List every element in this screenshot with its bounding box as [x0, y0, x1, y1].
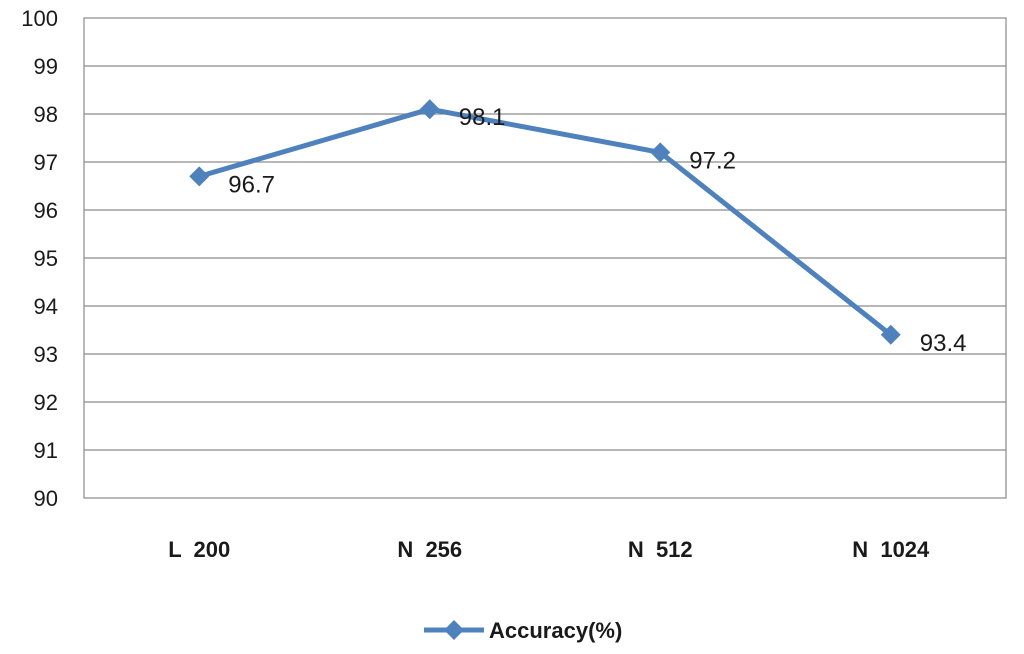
y-tick-label: 94 [34, 294, 58, 319]
x-tick-label: L 200 [168, 537, 230, 562]
y-tick-label: 95 [34, 246, 58, 271]
y-tick-label: 93 [34, 342, 58, 367]
y-tick-label: 92 [34, 390, 58, 415]
y-tick-label: 97 [34, 150, 58, 175]
data-point-marker [189, 166, 210, 187]
legend-entry: Accuracy(%) [489, 618, 622, 643]
data-point-marker [419, 99, 440, 120]
series [189, 99, 901, 345]
y-tick-label: 90 [34, 486, 58, 511]
data-label: 98.1 [459, 104, 506, 131]
gridlines [84, 65, 1006, 451]
y-tick-label: 100 [21, 6, 58, 31]
y-axis: 90 91 92 93 94 95 96 97 98 99 100 [21, 6, 58, 511]
data-label: 97.2 [689, 147, 736, 174]
legend: Accuracy(%) [424, 618, 622, 643]
data-label: 93.4 [920, 330, 967, 357]
x-tick-label: N 1024 [852, 537, 930, 562]
x-axis: L 200 N 256 N 512 N 1024 [168, 537, 930, 562]
data-label: 96.7 [228, 171, 275, 198]
y-tick-label: 91 [34, 438, 58, 463]
legend-diamond-icon [444, 620, 464, 640]
series-line [198, 106, 893, 337]
y-tick-label: 96 [34, 198, 58, 223]
data-labels: 96.7 98.1 97.2 93.4 [228, 104, 966, 357]
x-tick-label: N 256 [397, 537, 462, 562]
data-point-marker [650, 142, 671, 163]
y-tick-label: 98 [34, 102, 58, 127]
y-tick-label: 99 [34, 54, 58, 79]
x-tick-label: N 512 [628, 537, 693, 562]
data-point-marker [880, 324, 901, 345]
